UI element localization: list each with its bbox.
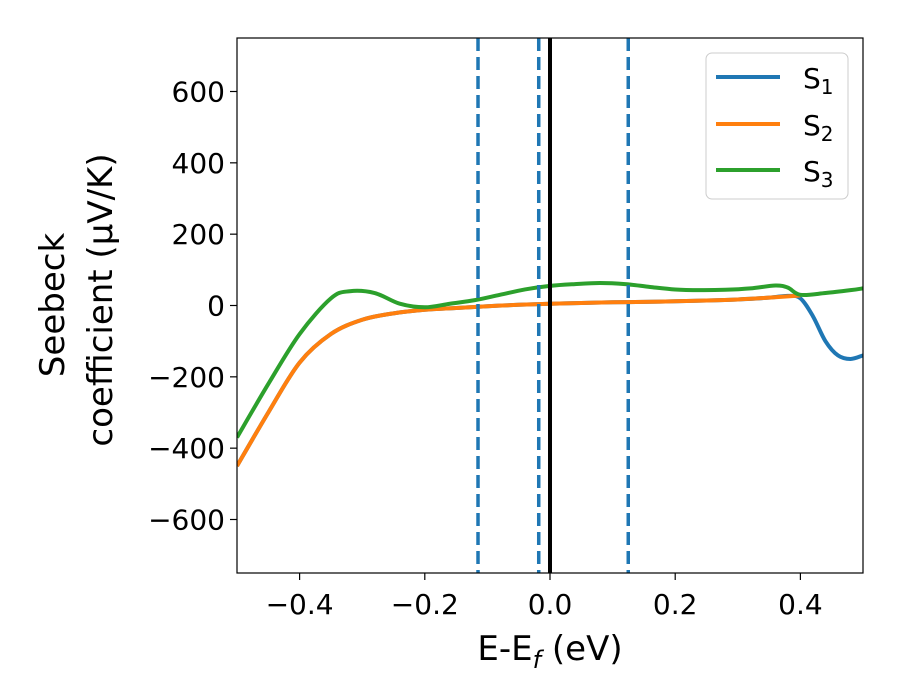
x-axis-ticks: −0.4 −0.2 0.0 0.2 0.4: [266, 573, 823, 621]
x-tick-label: −0.2: [391, 588, 459, 621]
legend: S1 S2 S3: [705, 52, 849, 200]
x-tick-label: 0.4: [778, 588, 823, 621]
y-axis-ticks: −600 −400 −200 0 200 400 600: [148, 76, 237, 537]
series-line-s3: [237, 281, 863, 439]
plot-area: [237, 38, 863, 573]
legend-label-s2: S2: [803, 109, 834, 146]
y-axis-label-line2: coefficient (μV/K): [81, 153, 121, 446]
x-tick-label: 0.2: [653, 588, 698, 621]
y-tick-label: 200: [172, 218, 225, 251]
y-tick-label: 400: [172, 147, 225, 180]
y-tick-label: −600: [148, 504, 225, 537]
legend-label-s1: S1: [803, 62, 834, 99]
legend-label-s3: S3: [803, 155, 834, 192]
x-tick-label: 0.0: [528, 588, 573, 621]
y-tick-label: 600: [172, 76, 225, 109]
y-tick-label: 0: [207, 290, 225, 323]
x-axis-label: E-Ef (eV): [477, 629, 622, 674]
series-line-s2: [237, 293, 801, 468]
plot-frame: [236, 37, 864, 574]
y-tick-label: −200: [148, 361, 225, 394]
y-tick-label: −400: [148, 432, 225, 465]
x-tick-label: −0.4: [266, 588, 334, 621]
y-axis-label-line1: Seebeck: [33, 233, 73, 378]
